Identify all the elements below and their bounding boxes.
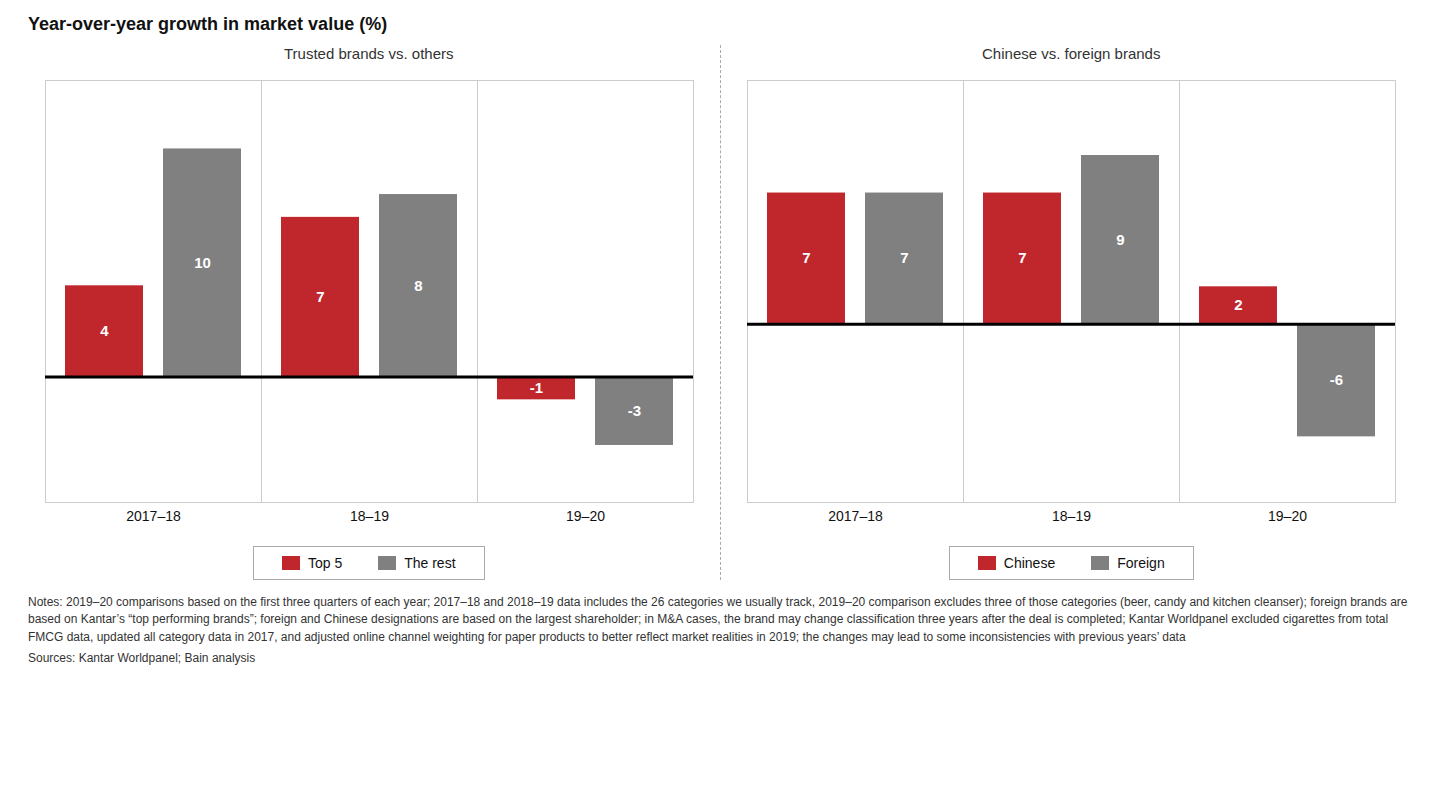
svg-text:2017–18: 2017–18 — [126, 508, 181, 524]
svg-text:7: 7 — [316, 288, 324, 305]
svg-text:7: 7 — [1019, 249, 1027, 266]
svg-text:-6: -6 — [1330, 371, 1343, 388]
html-text:The rest: The rest — [404, 555, 456, 571]
html-text:Top 5: Top 5 — [307, 555, 343, 571]
svg-text:9: 9 — [1117, 231, 1125, 248]
svg-text:7: 7 — [803, 249, 811, 266]
html-text:Sources: Kantar Worldpanel; Ba: Sources: Kantar Worldpanel; Bain analysi… — [28, 651, 256, 666]
html-text:Year-over-year growth in marke: Year-over-year growth in market value (%… — [28, 14, 388, 34]
svg-text:8: 8 — [414, 277, 422, 294]
svg-text:19–20: 19–20 — [1268, 508, 1307, 524]
svg-text:7: 7 — [901, 249, 909, 266]
svg-text:10: 10 — [194, 254, 211, 271]
svg-text:19–20: 19–20 — [566, 508, 605, 524]
html-text:Trusted brands vs. others: Trusted brands vs. others — [284, 45, 454, 62]
svg-text:-1: -1 — [530, 379, 543, 396]
svg-text:18–19: 18–19 — [1052, 508, 1091, 524]
svg-text:2: 2 — [1235, 296, 1243, 313]
svg-text:4: 4 — [100, 322, 109, 339]
html-text:Chinese vs. foreign brands: Chinese vs. foreign brands — [982, 45, 1161, 62]
svg-text:18–19: 18–19 — [350, 508, 389, 524]
html-text:Foreign: Foreign — [1117, 555, 1165, 571]
svg-text:-3: -3 — [628, 402, 641, 419]
html-text:Notes: 2019–20 comparisons bas: Notes: 2019–20 comparisons based on the … — [28, 595, 1408, 644]
svg-text:2017–18: 2017–18 — [828, 508, 883, 524]
html-text:Chinese: Chinese — [1003, 555, 1056, 571]
